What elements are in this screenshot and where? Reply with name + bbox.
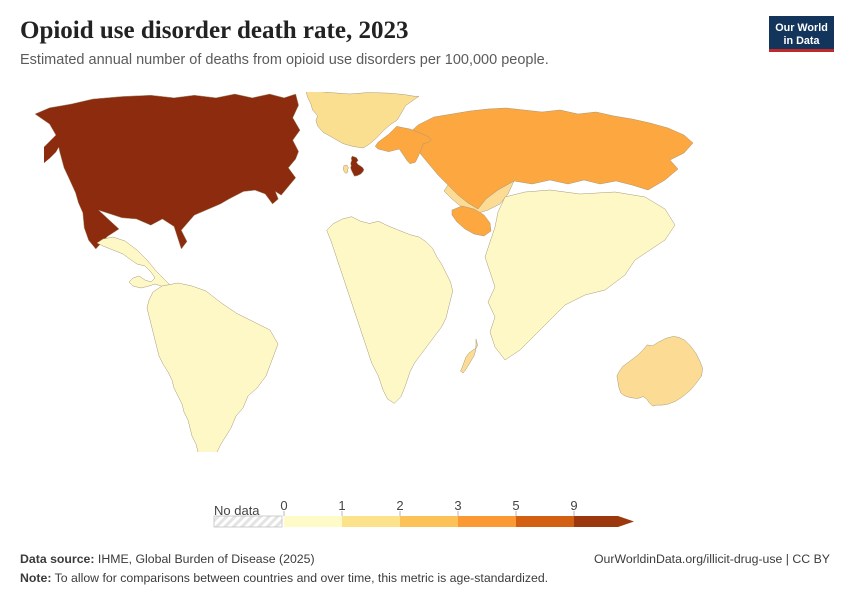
svg-text:5: 5: [512, 498, 519, 513]
svg-text:3: 3: [454, 498, 461, 513]
svg-text:9: 9: [570, 498, 577, 513]
svg-text:1: 1: [338, 498, 345, 513]
svg-text:0: 0: [280, 498, 287, 513]
svg-text:2: 2: [396, 498, 403, 513]
